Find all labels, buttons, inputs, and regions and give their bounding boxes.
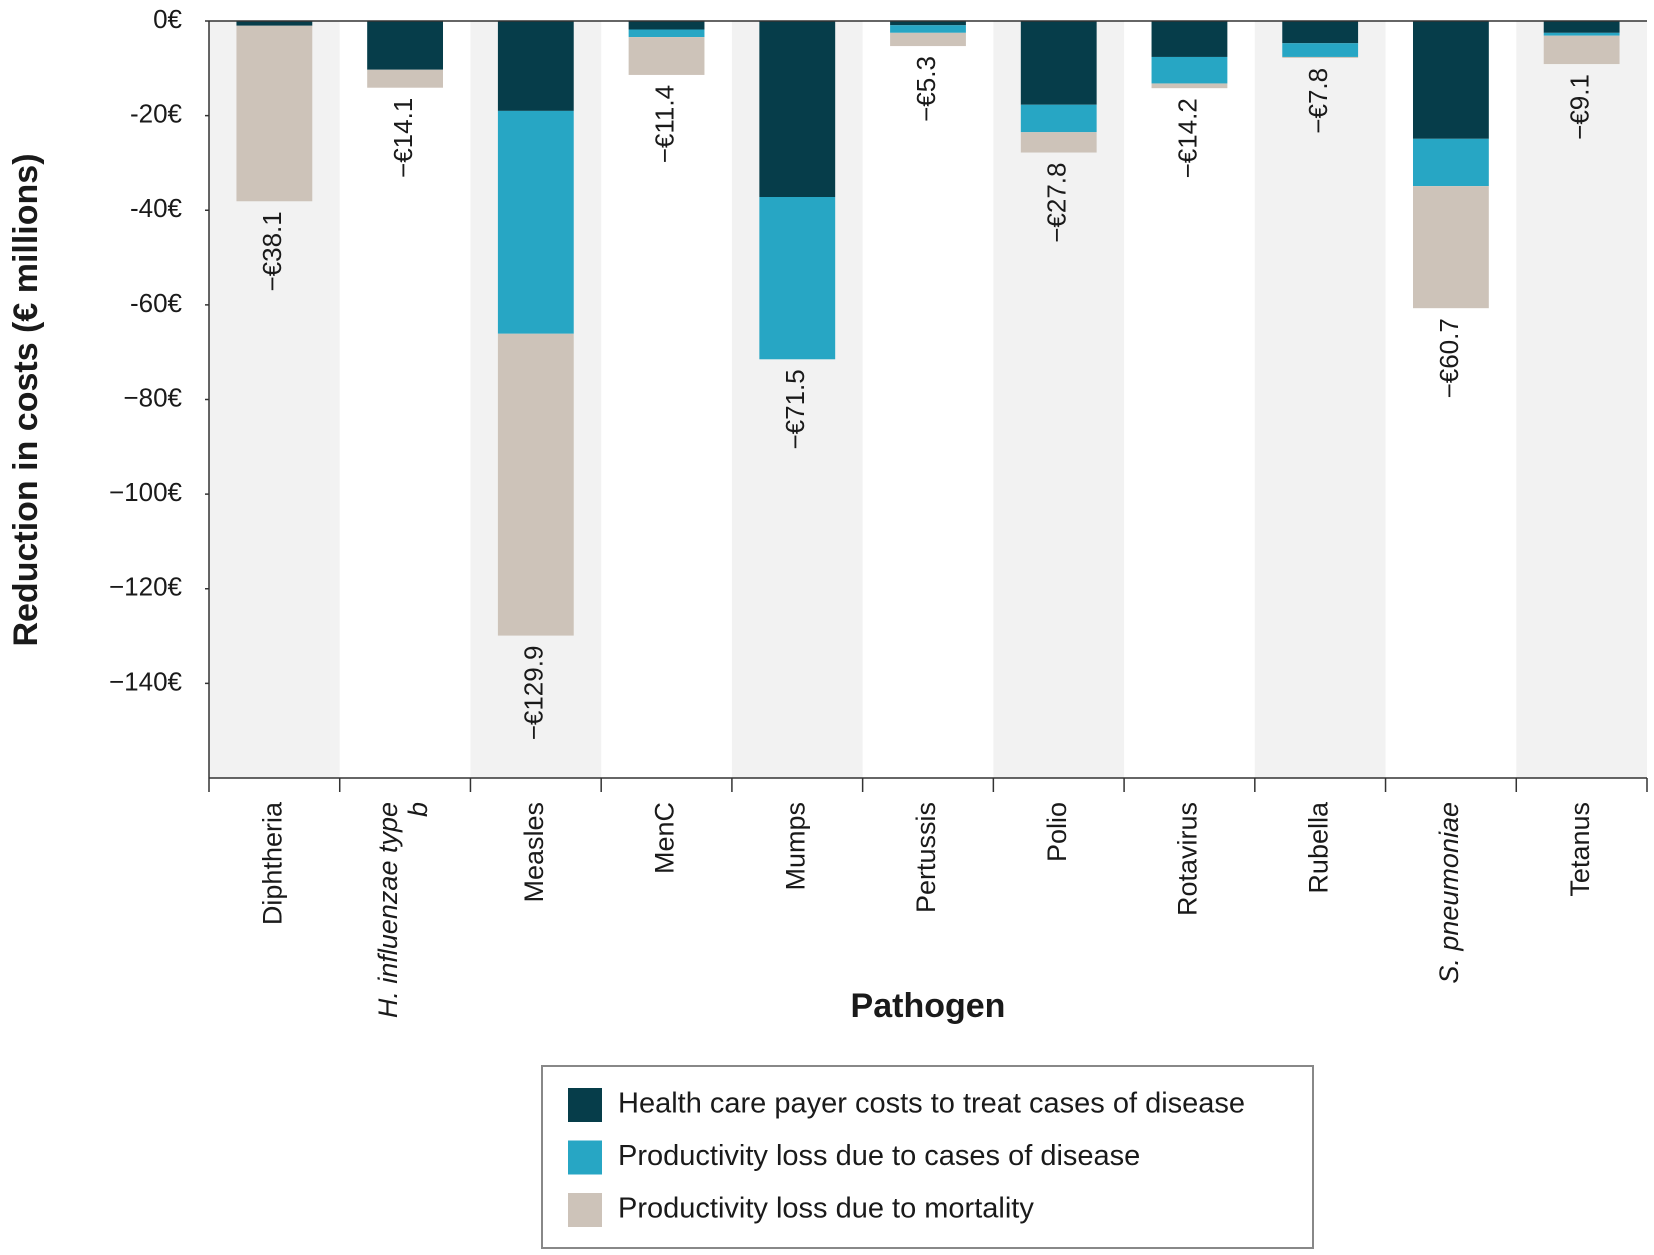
bar-segment [1020, 21, 1097, 105]
bar-segment [1412, 21, 1489, 139]
bar-segment [1151, 56, 1228, 84]
bar-segment [367, 69, 444, 88]
legend-box [541, 1065, 1314, 1249]
bar-segment [628, 21, 705, 30]
bar-segment [236, 21, 313, 26]
bar-segment [1282, 43, 1359, 57]
bar-segment [890, 25, 966, 33]
bar-segment [497, 21, 574, 111]
bar-segment [628, 37, 705, 75]
total-label: −€14.1 [388, 98, 418, 178]
x-tick-label: Rubella [1303, 801, 1333, 894]
y-tick-label: −140€ [109, 666, 183, 696]
legend-swatch [568, 1140, 602, 1175]
bar-segment [759, 197, 836, 360]
bar-segment [890, 32, 966, 47]
legend-label: Health care payer costs to treat cases o… [618, 1088, 1245, 1120]
x-tick-label: Mumps [780, 802, 810, 891]
y-tick-label: 0€ [153, 4, 182, 34]
total-label: −€38.1 [257, 211, 287, 291]
total-label: −€9.1 [1565, 74, 1595, 140]
bar-segment [1151, 21, 1228, 57]
band-background [1254, 21, 1386, 778]
x-axis-title: Pathogen [851, 987, 1006, 1025]
x-tick-label: Diphtheria [257, 801, 287, 925]
y-tick-label: −100€ [109, 477, 183, 507]
x-tick-label: S. pneumoniae [1434, 802, 1464, 984]
bar-segment [367, 21, 444, 70]
bar-segment [628, 29, 705, 38]
total-label: −€60.7 [1434, 318, 1464, 398]
y-tick-label: -40€ [130, 193, 183, 223]
bar-segment [1412, 186, 1489, 309]
bar-segment [890, 21, 966, 26]
bar-segment [1412, 138, 1489, 187]
x-tick-label: H. influenzae typeb [373, 802, 433, 1018]
bar-segment [1543, 21, 1620, 33]
band-background [1516, 21, 1647, 778]
x-tick-label: Pertussis [911, 802, 941, 913]
total-label: −€14.2 [1172, 98, 1202, 178]
x-tick-label: Rotavirus [1173, 802, 1203, 916]
bar-segment [497, 333, 574, 636]
legend-label: Productivity loss due to mortality [618, 1193, 1034, 1225]
x-tick-label: Tetanus [1565, 802, 1595, 897]
x-tick-label: Measles [519, 802, 549, 903]
y-tick-label: -20€ [130, 99, 183, 129]
total-label: −€11.4 [649, 85, 679, 163]
x-tick-label: MenC [650, 802, 680, 874]
bar-segment [1020, 132, 1097, 153]
total-label: −€129.9 [519, 646, 549, 741]
total-label: −€7.8 [1303, 68, 1333, 134]
total-label: −€5.3 [911, 56, 941, 122]
bar-segment [759, 21, 836, 198]
legend-label: Productivity loss due to cases of diseas… [618, 1140, 1140, 1172]
y-tick-label: −80€ [123, 382, 182, 412]
y-tick-label: −120€ [109, 572, 183, 602]
y-tick-label: -60€ [130, 288, 183, 318]
bar-segment [1282, 56, 1359, 58]
total-label: −€27.8 [1042, 163, 1072, 243]
bar-segment [1543, 32, 1620, 36]
bar-segment [236, 25, 313, 202]
legend-swatch [568, 1193, 602, 1227]
total-label: −€71.5 [780, 369, 810, 449]
bar-segment [1282, 21, 1359, 44]
y-axis-title: Reduction in costs (€ millions) [7, 153, 45, 646]
bar-segment [1151, 83, 1228, 89]
legend-swatch [568, 1088, 602, 1122]
bar-segment [1020, 104, 1097, 133]
x-tick-label: Polio [1042, 802, 1072, 862]
bar-segment [497, 110, 574, 334]
bar-segment [1543, 35, 1620, 65]
